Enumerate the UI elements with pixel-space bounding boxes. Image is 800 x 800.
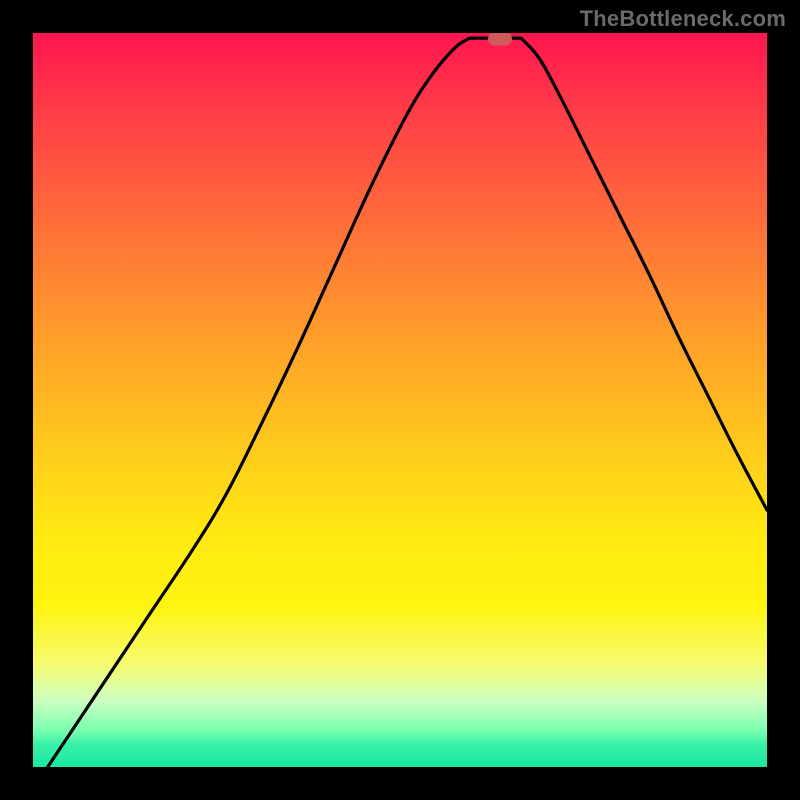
watermark-text: TheBottleneck.com [580,6,786,32]
chart-container: TheBottleneck.com [0,0,800,800]
optimal-point-marker [488,33,512,45]
bottleneck-curve [33,33,767,767]
plot-area [33,33,767,767]
